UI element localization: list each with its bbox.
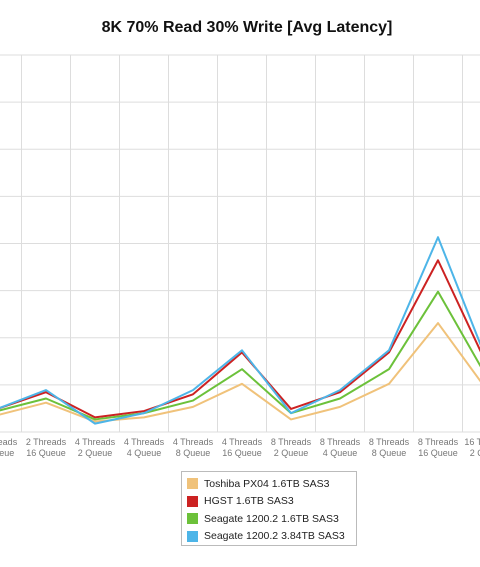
legend-swatch — [187, 495, 198, 507]
x-tick-label: 8 Threads 16 Queue — [418, 437, 459, 458]
series-line-2 — [0, 259, 480, 419]
legend-item[interactable]: Toshiba PX04 1.6TB SAS3 — [187, 475, 356, 493]
legend-item[interactable]: HGST 1.6TB SAS3 — [187, 493, 356, 511]
legend-item[interactable]: Seagate 1200.2 3.84TB SAS3 — [187, 528, 356, 546]
chart-legend: Toshiba PX04 1.6TB SAS3 HGST 1.6TB SAS3 Se… — [181, 471, 357, 546]
x-tick-label: 4 Threads 8 Queue — [173, 437, 214, 458]
legend-label: HGST 1.6TB SAS3 — [204, 495, 294, 508]
x-tick-label: 2 Threads 16 Queue — [26, 437, 67, 458]
x-tick-label: 4 Threads 16 Queue — [222, 437, 263, 458]
series-line-1 — [0, 322, 480, 423]
x-tick-label: 4 Threads 4 Queue — [124, 437, 165, 458]
x-tick-label: 8 Threads 8 Queue — [369, 437, 410, 458]
x-tick-label: 8 Threads 4 Queue — [320, 437, 361, 458]
legend-label: Seagate 1200.2 1.6TB SAS3 — [204, 512, 339, 525]
legend-item[interactable]: Seagate 1200.2 1.6TB SAS3 — [187, 510, 356, 528]
legend-swatch — [187, 530, 198, 542]
legend-swatch — [187, 513, 198, 525]
chart-grid — [0, 54, 480, 433]
series-line-4 — [0, 236, 480, 425]
series-line-3 — [0, 290, 480, 421]
legend-swatch — [187, 478, 198, 490]
legend-label: Toshiba PX04 1.6TB SAS3 — [204, 477, 330, 490]
legend-label: Seagate 1200.2 3.84TB SAS3 — [204, 530, 345, 543]
chart-title: 8K 70% Read 30% Write [Avg Latency] — [101, 19, 393, 36]
x-tick-label: 4 Threads 2 Queue — [75, 437, 116, 458]
chart-series — [0, 236, 480, 425]
x-tick-label: 8 Threads 2 Queue — [271, 437, 312, 458]
